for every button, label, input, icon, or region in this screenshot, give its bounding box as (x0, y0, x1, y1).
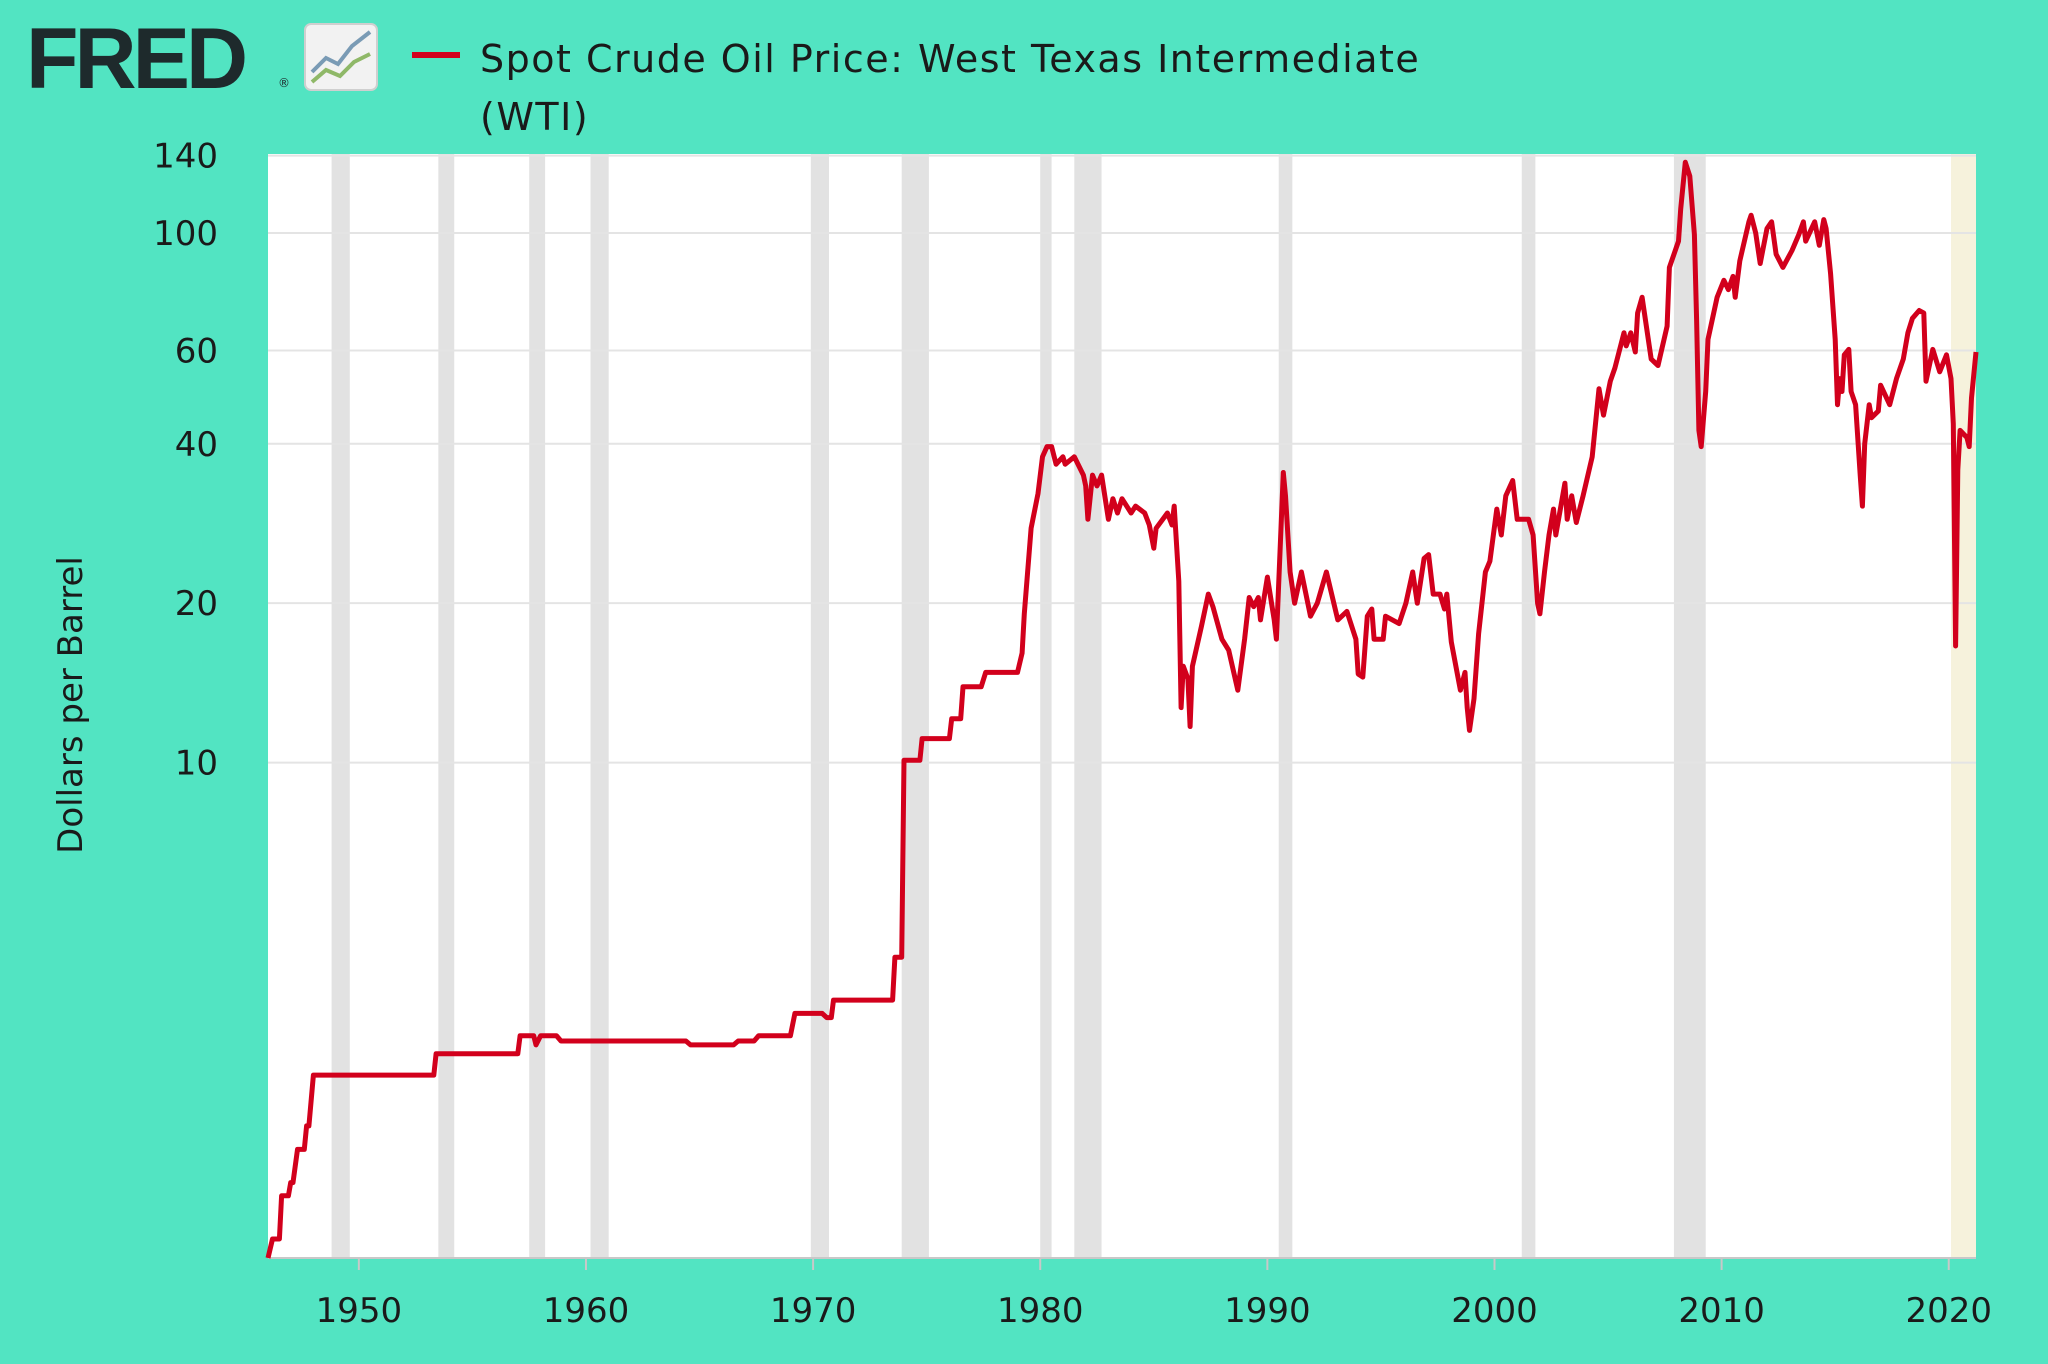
recession-band (529, 154, 546, 1258)
recession-band (331, 154, 350, 1258)
recession-band (590, 154, 609, 1258)
y-tick-label: 40 (175, 425, 218, 465)
plot-area: 10 20 40 60 100 140 1950 1960 1970 1980 1990 2000 20… (153, 137, 1992, 1331)
y-axis-label: Dollars per Barrel (51, 556, 91, 854)
y-tick-label: 10 (175, 744, 218, 784)
recession-band (438, 154, 455, 1258)
brand-icon (304, 23, 378, 91)
x-tick-label: 1960 (543, 1291, 630, 1331)
brand-mark: ® (278, 76, 290, 90)
data-line (265, 159, 1979, 1259)
x-tick-label: 2000 (1451, 1291, 1538, 1331)
y-tick-label: 20 (175, 584, 218, 624)
recession-band (810, 154, 830, 1258)
recession-band (1951, 154, 1976, 1258)
recession-band (1074, 154, 1102, 1258)
recession-band (1040, 154, 1052, 1258)
x-tick-label: 1980 (997, 1291, 1084, 1331)
recession-band (1521, 154, 1536, 1258)
legend-label: Spot Crude Oil Price: West Texas Interme… (480, 37, 1421, 139)
brand-logo: FRED (26, 11, 248, 107)
x-tick-label: 1970 (770, 1291, 857, 1331)
y-tick-label: 140 (153, 137, 218, 177)
recession-band (1673, 154, 1706, 1258)
recession-band (1278, 154, 1293, 1258)
y-tick-label: 60 (175, 332, 218, 372)
x-tick-label: 2020 (1905, 1291, 1992, 1331)
y-tick-label: 100 (153, 214, 218, 254)
plot-background (268, 154, 1976, 1258)
x-tick-label: 2010 (1678, 1291, 1765, 1331)
x-tick-label: 1950 (316, 1291, 403, 1331)
x-tick-label: 1990 (1224, 1291, 1311, 1331)
recession-band (901, 154, 929, 1258)
